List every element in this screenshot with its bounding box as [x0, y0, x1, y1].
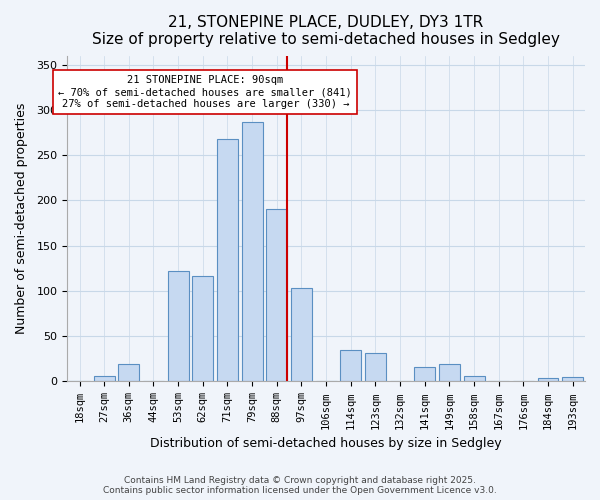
Bar	[464, 376, 485, 382]
Bar	[118, 364, 139, 382]
Bar	[94, 376, 115, 382]
X-axis label: Distribution of semi-detached houses by size in Sedgley: Distribution of semi-detached houses by …	[150, 437, 502, 450]
Text: 21 STONEPINE PLACE: 90sqm
← 70% of semi-detached houses are smaller (841)
27% of: 21 STONEPINE PLACE: 90sqm ← 70% of semi-…	[58, 76, 352, 108]
Bar	[365, 354, 386, 382]
Bar	[414, 367, 435, 382]
Bar	[217, 139, 238, 382]
Title: 21, STONEPINE PLACE, DUDLEY, DY3 1TR
Size of property relative to semi-detached : 21, STONEPINE PLACE, DUDLEY, DY3 1TR Siz…	[92, 15, 560, 48]
Bar	[291, 288, 312, 382]
Bar	[562, 377, 583, 382]
Bar	[340, 350, 361, 382]
Bar	[242, 122, 263, 382]
Bar	[439, 364, 460, 382]
Text: Contains HM Land Registry data © Crown copyright and database right 2025.
Contai: Contains HM Land Registry data © Crown c…	[103, 476, 497, 495]
Bar	[193, 276, 213, 382]
Bar	[538, 378, 559, 382]
Y-axis label: Number of semi-detached properties: Number of semi-detached properties	[15, 103, 28, 334]
Bar	[167, 271, 188, 382]
Bar	[266, 210, 287, 382]
